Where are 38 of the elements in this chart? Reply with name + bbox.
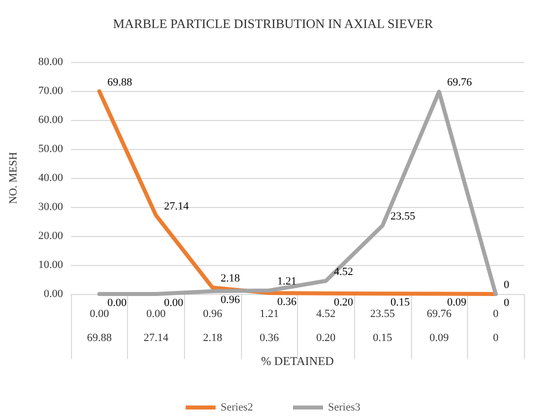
x-tick-label: 0.96 2.18 <box>202 308 223 344</box>
data-label: 0.36 <box>277 296 297 308</box>
x-tick-label: 23.55 0.15 <box>370 308 396 344</box>
x-axis-title: % DETAINED <box>261 354 334 368</box>
chart-title: MARBLE PARTICLE DISTRIBUTION IN AXIAL SIEVER <box>112 16 434 31</box>
data-label: 0.00 <box>164 297 184 309</box>
y-tick-label: 60.00 <box>38 114 64 126</box>
data-label: 0.00 <box>107 297 128 309</box>
y-axis-title: NO. MESH <box>8 152 20 204</box>
y-tick-label: 50.00 <box>38 143 64 155</box>
x-tick-label: 0.00 27.14 <box>144 308 169 344</box>
y-tick-label: 80.00 <box>38 56 64 68</box>
y-tick-label: 0.00 <box>44 288 64 300</box>
data-label: 0 <box>504 297 510 309</box>
data-label: 1.21 <box>277 275 296 288</box>
data-label: 0.96 <box>220 294 240 306</box>
data-label: 0.15 <box>390 296 410 309</box>
y-tick-label: 40.00 <box>38 172 64 184</box>
x-tick-label: 1.21 0.36 <box>260 308 280 344</box>
data-label: 0.09 <box>447 296 467 309</box>
data-label: 2.18 <box>220 272 240 285</box>
data-label: 4.52 <box>334 266 354 278</box>
x-tick-label: 0.00 69.88 <box>86 308 112 344</box>
x-tick-label: 4.52 0.20 <box>316 308 336 344</box>
legend-label: Series3 <box>328 402 361 414</box>
y-tick-label: 20.00 <box>38 230 64 242</box>
data-label: 0.20 <box>334 296 354 308</box>
legend-label: Series2 <box>220 402 254 414</box>
y-tick-label: 10.00 <box>38 259 64 271</box>
x-tick-label: 69.76 0.09 <box>426 308 452 344</box>
x-tick-label: 0 0 <box>492 308 499 344</box>
data-label: 23.55 <box>390 210 416 223</box>
data-label: 0 <box>504 279 510 291</box>
y-tick-label: 70.00 <box>38 85 64 97</box>
data-label: 69.88 <box>107 76 133 88</box>
data-label: 27.14 <box>164 200 190 212</box>
data-label: 69.76 <box>447 76 472 89</box>
y-tick-label: 30.00 <box>38 201 64 213</box>
